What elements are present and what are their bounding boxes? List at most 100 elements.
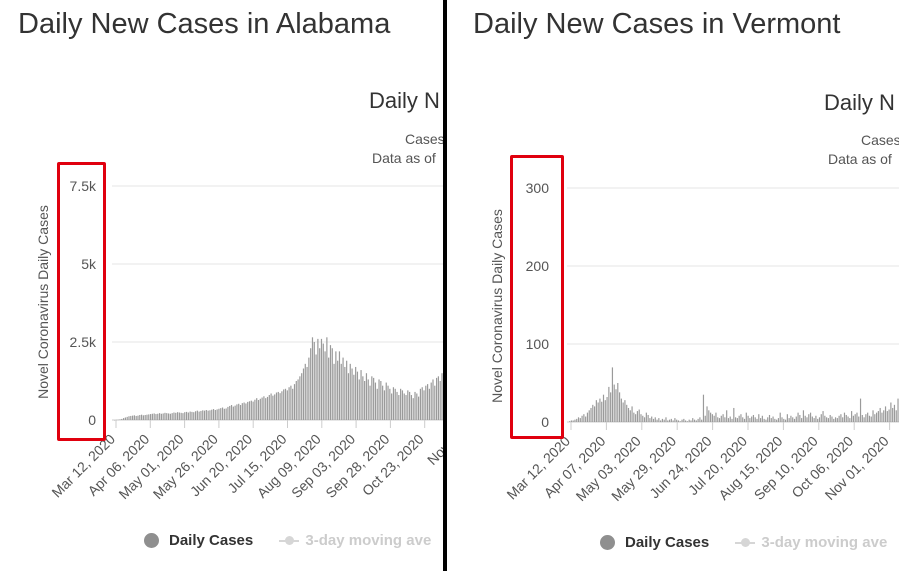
bar[interactable] bbox=[164, 412, 166, 420]
bar[interactable] bbox=[643, 417, 646, 422]
bar[interactable] bbox=[385, 382, 387, 420]
bar[interactable] bbox=[302, 368, 305, 420]
bar[interactable] bbox=[162, 413, 164, 420]
bar[interactable] bbox=[654, 417, 656, 422]
bar[interactable] bbox=[371, 376, 373, 420]
bar[interactable] bbox=[808, 414, 810, 422]
bar[interactable] bbox=[836, 418, 838, 422]
bar[interactable] bbox=[407, 390, 409, 420]
bar[interactable] bbox=[870, 416, 872, 422]
bar[interactable] bbox=[189, 411, 191, 420]
bar[interactable] bbox=[169, 413, 171, 420]
bar[interactable] bbox=[667, 420, 669, 422]
bar[interactable] bbox=[570, 420, 572, 422]
bar[interactable] bbox=[758, 414, 760, 422]
bar[interactable] bbox=[690, 420, 692, 422]
bar[interactable] bbox=[198, 411, 200, 420]
bar[interactable] bbox=[618, 392, 621, 422]
bar[interactable] bbox=[693, 419, 696, 422]
bar[interactable] bbox=[851, 411, 853, 422]
bar[interactable] bbox=[767, 417, 769, 422]
bar[interactable] bbox=[831, 416, 833, 422]
bar[interactable] bbox=[317, 338, 319, 420]
bar[interactable] bbox=[692, 418, 694, 422]
bar[interactable] bbox=[376, 388, 378, 420]
bar[interactable] bbox=[731, 418, 733, 422]
bar[interactable] bbox=[337, 360, 339, 420]
bar[interactable] bbox=[602, 394, 605, 422]
bar[interactable] bbox=[574, 419, 576, 422]
bar[interactable] bbox=[774, 418, 776, 422]
bar[interactable] bbox=[389, 388, 391, 420]
bar[interactable] bbox=[627, 407, 630, 422]
bar[interactable] bbox=[872, 410, 874, 422]
bar[interactable] bbox=[382, 385, 384, 420]
bar[interactable] bbox=[668, 419, 671, 422]
bar[interactable] bbox=[149, 414, 152, 420]
bar[interactable] bbox=[409, 391, 411, 420]
bar[interactable] bbox=[392, 387, 395, 420]
bar[interactable] bbox=[759, 418, 762, 422]
bar[interactable] bbox=[626, 404, 628, 422]
bar[interactable] bbox=[749, 418, 751, 422]
bar[interactable] bbox=[597, 402, 599, 423]
bar[interactable] bbox=[797, 412, 799, 422]
bar[interactable] bbox=[203, 410, 206, 420]
bar[interactable] bbox=[295, 381, 297, 420]
bar[interactable] bbox=[191, 411, 193, 420]
bar[interactable] bbox=[804, 415, 806, 422]
bar[interactable] bbox=[214, 410, 216, 420]
bar[interactable] bbox=[261, 397, 263, 420]
bar[interactable] bbox=[756, 418, 758, 422]
bar[interactable] bbox=[176, 412, 179, 420]
bar[interactable] bbox=[649, 418, 651, 422]
bar[interactable] bbox=[405, 395, 407, 420]
bar[interactable] bbox=[724, 417, 726, 422]
bar[interactable] bbox=[786, 414, 788, 422]
bar[interactable] bbox=[583, 414, 585, 422]
bar[interactable] bbox=[733, 407, 735, 422]
bar[interactable] bbox=[374, 382, 377, 420]
bar[interactable] bbox=[254, 399, 256, 420]
bar[interactable] bbox=[230, 405, 233, 420]
bar[interactable] bbox=[257, 400, 260, 420]
bar[interactable] bbox=[647, 414, 649, 422]
bar[interactable] bbox=[610, 392, 612, 422]
bar[interactable] bbox=[834, 417, 837, 422]
bar[interactable] bbox=[398, 395, 400, 420]
bar[interactable] bbox=[817, 418, 819, 422]
bar[interactable] bbox=[430, 382, 432, 420]
bar[interactable] bbox=[617, 383, 619, 422]
bar[interactable] bbox=[158, 413, 161, 420]
bar[interactable] bbox=[809, 412, 812, 422]
bar[interactable] bbox=[250, 400, 252, 420]
bar[interactable] bbox=[266, 396, 269, 420]
legend-item-moving-average[interactable]: 3-day moving ave bbox=[735, 534, 887, 551]
bar[interactable] bbox=[635, 414, 637, 422]
bar[interactable] bbox=[391, 393, 393, 420]
bar[interactable] bbox=[742, 417, 744, 422]
bar[interactable] bbox=[781, 417, 783, 422]
bar[interactable] bbox=[658, 418, 660, 422]
bar[interactable] bbox=[593, 406, 596, 422]
bar[interactable] bbox=[779, 412, 781, 422]
bar[interactable] bbox=[274, 394, 276, 420]
bar[interactable] bbox=[133, 415, 135, 420]
bar[interactable] bbox=[599, 398, 601, 422]
bar[interactable] bbox=[252, 401, 254, 420]
bar[interactable] bbox=[259, 398, 261, 420]
bar[interactable] bbox=[367, 379, 369, 420]
bar[interactable] bbox=[852, 415, 854, 422]
bar[interactable] bbox=[196, 410, 198, 420]
bar[interactable] bbox=[784, 419, 787, 422]
bar[interactable] bbox=[629, 410, 631, 422]
bar[interactable] bbox=[236, 404, 238, 420]
bar[interactable] bbox=[740, 414, 742, 422]
bar[interactable] bbox=[144, 415, 146, 420]
bar[interactable] bbox=[223, 408, 225, 420]
bar[interactable] bbox=[346, 360, 348, 420]
bar[interactable] bbox=[301, 373, 303, 420]
bar[interactable] bbox=[423, 390, 425, 420]
bar[interactable] bbox=[585, 416, 587, 422]
bar[interactable] bbox=[620, 398, 622, 422]
